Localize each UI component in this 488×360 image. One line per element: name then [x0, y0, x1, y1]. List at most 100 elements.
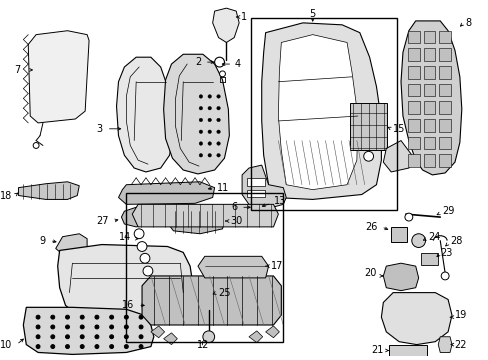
Circle shape	[199, 95, 202, 98]
Text: 9: 9	[40, 236, 46, 246]
Circle shape	[207, 153, 211, 157]
Bar	[423, 119, 434, 132]
Text: 13: 13	[273, 197, 285, 206]
Text: 25: 25	[218, 288, 231, 298]
Circle shape	[216, 142, 220, 145]
Bar	[407, 137, 419, 149]
Bar	[438, 101, 450, 114]
Polygon shape	[23, 307, 154, 354]
Polygon shape	[261, 23, 381, 199]
Circle shape	[134, 229, 143, 239]
Polygon shape	[400, 21, 461, 175]
Circle shape	[36, 325, 40, 329]
Bar	[407, 84, 419, 96]
Circle shape	[142, 266, 153, 276]
Bar	[246, 190, 264, 198]
Circle shape	[95, 345, 99, 348]
Circle shape	[95, 315, 99, 319]
Circle shape	[80, 315, 84, 319]
Bar	[407, 66, 419, 79]
Bar	[407, 101, 419, 114]
Polygon shape	[151, 326, 164, 338]
Polygon shape	[383, 263, 418, 291]
Polygon shape	[278, 35, 357, 190]
Bar	[420, 253, 437, 265]
Circle shape	[51, 325, 55, 329]
Polygon shape	[28, 31, 89, 123]
Text: 28: 28	[449, 236, 462, 246]
Bar	[438, 31, 450, 44]
Bar	[407, 154, 419, 167]
Circle shape	[33, 143, 39, 148]
Circle shape	[216, 118, 220, 122]
Circle shape	[137, 242, 147, 251]
Text: 16: 16	[122, 300, 134, 310]
Text: 27: 27	[96, 216, 108, 226]
Polygon shape	[116, 57, 173, 172]
Text: 14: 14	[119, 232, 131, 242]
Bar	[423, 84, 434, 96]
Polygon shape	[132, 204, 278, 227]
Polygon shape	[212, 8, 239, 42]
Circle shape	[207, 142, 211, 145]
Circle shape	[199, 107, 202, 110]
Circle shape	[109, 315, 113, 319]
Bar	[438, 84, 450, 96]
Circle shape	[65, 315, 69, 319]
Text: 17: 17	[270, 261, 283, 271]
Polygon shape	[121, 207, 151, 227]
Bar	[438, 137, 450, 149]
Bar	[246, 178, 264, 186]
Bar	[438, 48, 450, 61]
Bar	[423, 48, 434, 61]
Circle shape	[216, 95, 220, 98]
Bar	[423, 101, 434, 114]
Circle shape	[65, 325, 69, 329]
Circle shape	[207, 118, 211, 122]
Text: 23: 23	[439, 248, 452, 258]
Circle shape	[139, 325, 142, 329]
Text: 10: 10	[0, 339, 13, 350]
Polygon shape	[198, 256, 268, 278]
Circle shape	[124, 325, 128, 329]
Bar	[126, 193, 283, 342]
Polygon shape	[248, 331, 262, 343]
Circle shape	[199, 130, 202, 134]
Text: 29: 29	[441, 206, 454, 216]
Polygon shape	[163, 54, 229, 174]
Text: 7: 7	[15, 65, 20, 75]
Circle shape	[95, 325, 99, 329]
Circle shape	[65, 335, 69, 339]
Bar	[407, 48, 419, 61]
Circle shape	[207, 95, 211, 98]
Polygon shape	[142, 276, 281, 325]
Circle shape	[95, 335, 99, 339]
Circle shape	[109, 325, 113, 329]
Polygon shape	[163, 333, 177, 345]
Bar	[388, 345, 426, 356]
Circle shape	[80, 335, 84, 339]
Text: 26: 26	[365, 222, 377, 232]
Circle shape	[203, 331, 214, 343]
Text: 18: 18	[0, 190, 13, 201]
Bar	[390, 227, 406, 242]
Polygon shape	[58, 244, 193, 319]
Circle shape	[80, 325, 84, 329]
Polygon shape	[265, 326, 279, 338]
Polygon shape	[381, 293, 451, 345]
Text: 1: 1	[241, 12, 247, 22]
Circle shape	[207, 130, 211, 134]
Text: 3: 3	[97, 124, 102, 134]
Bar	[423, 66, 434, 79]
Bar	[423, 154, 434, 167]
Circle shape	[80, 345, 84, 348]
Polygon shape	[349, 103, 386, 150]
Circle shape	[124, 315, 128, 319]
Bar	[438, 154, 450, 167]
Polygon shape	[56, 234, 87, 256]
Bar	[423, 137, 434, 149]
Circle shape	[216, 153, 220, 157]
Bar	[407, 31, 419, 44]
Circle shape	[36, 315, 40, 319]
Text: 24: 24	[427, 232, 440, 242]
